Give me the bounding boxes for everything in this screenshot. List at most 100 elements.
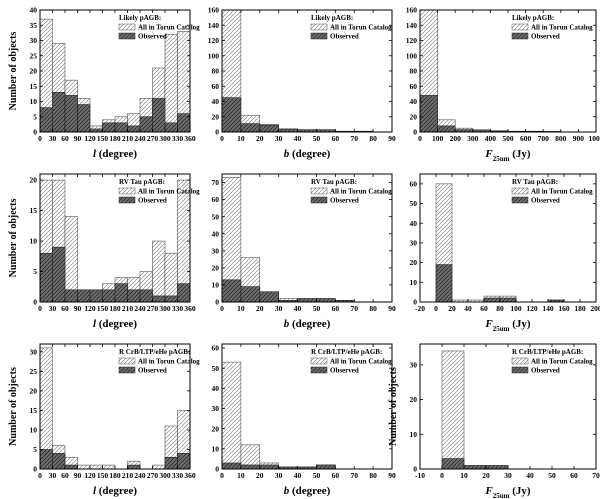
x-tick-label: 330 — [172, 304, 184, 313]
x-tick-label: 120 — [84, 471, 96, 480]
y-tick-label: 0 — [413, 465, 417, 474]
legend-label-all: All in Torun Catalog — [330, 358, 392, 366]
x-tick-label: 60 — [332, 134, 340, 143]
legend-swatch-observed — [511, 32, 529, 40]
bar-observed-90 — [77, 104, 91, 133]
y-tick-label: 30 — [410, 360, 418, 369]
x-tick-label: 270 — [147, 471, 159, 480]
x-tick-label: 30 — [49, 471, 57, 480]
y-tick-label: 20 — [410, 258, 418, 267]
bar-all-120 — [89, 464, 103, 470]
y-tick-label: 40 — [212, 229, 220, 238]
x-tick-label: 180 — [109, 471, 121, 480]
y-tick-label: 50 — [410, 199, 418, 208]
legend-label-all: All in Torun Catalog — [531, 24, 593, 32]
x-tick-label: 140 — [542, 304, 554, 313]
bar-observed-0 — [39, 449, 53, 470]
legend-group-title: Likely pAGB: — [311, 14, 353, 22]
x-tick-label: 330 — [172, 471, 184, 480]
x-tick-label: 500 — [502, 134, 514, 143]
x-tick-label: 0 — [440, 471, 444, 480]
x-tick-label: 0 — [38, 134, 42, 143]
x-tick-label: 20 — [448, 304, 456, 313]
legend-label-all: All in Torun Catalog — [330, 24, 392, 32]
y-tick-label: 0 — [33, 465, 37, 474]
bar-observed-210 — [127, 125, 141, 133]
x-tick-label: 90 — [388, 304, 396, 313]
y-tick-label: 0 — [413, 128, 417, 137]
x-tick-label: 210 — [122, 304, 134, 313]
x-tick-label: 40 — [526, 471, 534, 480]
x-tick-label: 200 — [450, 134, 462, 143]
y-tick-label: 10 — [30, 97, 38, 106]
y-tick-label: 140 — [208, 21, 220, 30]
y-tick-label: 60 — [410, 82, 418, 91]
y-tick-label: 0 — [215, 298, 219, 307]
x-tick-label: 80 — [369, 134, 377, 143]
legend-swatch-all — [118, 23, 136, 31]
x-tick-label: 360 — [184, 471, 196, 480]
x-tick-label: 240 — [134, 134, 146, 143]
x-tick-label: 210 — [122, 134, 134, 143]
x-tick-label: 150 — [97, 304, 109, 313]
x-tick-label: 360 — [184, 304, 196, 313]
x-tick-label: 60 — [480, 304, 488, 313]
x-tick-label: 10 — [237, 304, 245, 313]
x-tick-label: 210 — [122, 471, 134, 480]
x-tick-label: 40 — [294, 134, 302, 143]
y-tick-label: 120 — [406, 36, 418, 45]
y-tick-label: 20 — [30, 67, 38, 76]
bar-observed-0 — [221, 279, 242, 303]
bar-observed-10 — [240, 464, 261, 470]
bar-observed-0 — [441, 458, 465, 470]
x-tick-label: 160 — [558, 304, 570, 313]
bar-observed-210 — [127, 464, 141, 470]
x-tick-label: 400 — [485, 134, 497, 143]
panel-7: 0 30 60 90 120 150 180 210 240 270 300 330 360 0 5 10 15… — [8, 343, 200, 497]
y-tick-label: 80 — [410, 67, 418, 76]
panel-6: -20 0 20 40 60 80 100 120 140 160 180 2000102030405… — [410, 173, 600, 333]
bar-observed-30 — [52, 453, 66, 470]
y-tick-label: 0 — [413, 298, 417, 307]
y-axis-label: Number of objects — [8, 367, 19, 446]
y-tick-label: 120 — [208, 36, 220, 45]
bar-observed-150 — [102, 289, 116, 303]
legend-swatch-observed — [310, 32, 328, 40]
x-tick-label: 0 — [220, 304, 224, 313]
x-tick-label: 10 — [460, 471, 468, 480]
x-tick-label: 80 — [369, 471, 377, 480]
legend-label-observed: Observed — [330, 33, 359, 41]
x-tick-label: 0 — [38, 471, 42, 480]
legend-label-observed: Observed — [531, 197, 560, 205]
x-tick-label: 30 — [275, 471, 283, 480]
y-tick-label: 40 — [30, 6, 38, 15]
y-tick-label: 40 — [410, 219, 418, 228]
x-tick-label: 60 — [61, 471, 69, 480]
bar-observed-270 — [152, 295, 166, 303]
bar-observed-80 — [499, 297, 517, 303]
bar-observed-0 — [435, 264, 453, 303]
x-tick-label: 90 — [388, 471, 396, 480]
x-tick-label: 120 — [84, 304, 96, 313]
x-tick-label: 330 — [172, 134, 184, 143]
bar-all-0 — [221, 361, 242, 470]
x-axis-label: l (degree) — [93, 485, 137, 497]
legend-group-title: RV Tau pAGB: — [119, 178, 165, 186]
bar-observed-10 — [463, 465, 487, 470]
y-tick-label: 160 — [406, 6, 418, 15]
x-tick-label: 70 — [350, 304, 358, 313]
x-tick-label: 70 — [592, 471, 600, 480]
bar-observed-0 — [221, 462, 242, 470]
y-tick-label: 20 — [212, 424, 220, 433]
y-tick-label: 40 — [212, 384, 220, 393]
x-tick-label: 60 — [570, 471, 578, 480]
y-tick-label: 30 — [30, 36, 38, 45]
y-tick-label: 30 — [212, 246, 220, 255]
x-tick-label: 300 — [159, 304, 171, 313]
x-tick-label: 30 — [275, 134, 283, 143]
y-tick-label: 50 — [212, 364, 220, 373]
y-tick-label: 140 — [406, 21, 418, 30]
y-tick-label: 160 — [208, 6, 220, 15]
x-tick-label: 0 — [418, 134, 422, 143]
